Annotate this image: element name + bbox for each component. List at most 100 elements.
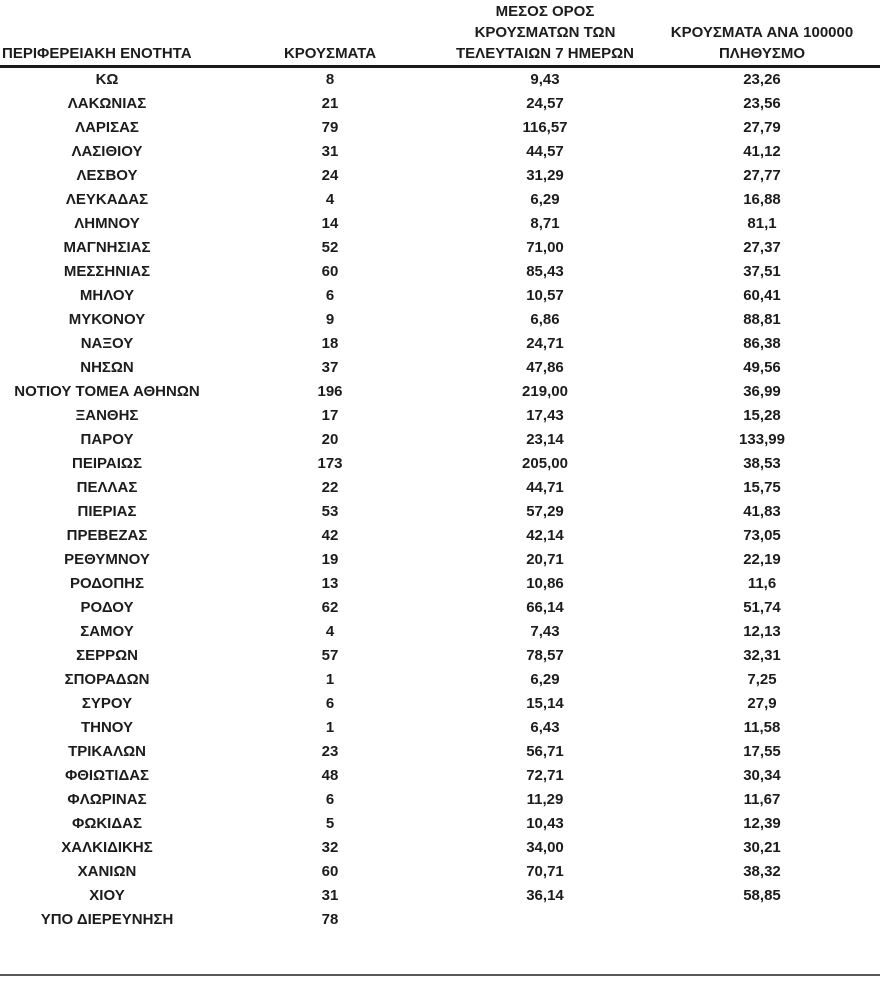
cell-cases: 9: [325, 311, 335, 328]
cell-region: ΜΥΚΟΝΟΥ: [68, 311, 146, 328]
cell-cases: 4: [325, 623, 335, 640]
cell-region: ΣΥΡΟΥ: [81, 695, 133, 712]
cell-per100k: 88,81: [743, 311, 781, 328]
cell-per100k: 16,88: [743, 191, 781, 208]
table-row: ΛΕΥΚΑΔΑΣ 4 6,29 16,88: [0, 188, 880, 212]
cell-avg7: 34,00: [526, 839, 564, 856]
cell-region: ΣΠΟΡΑΔΩΝ: [64, 671, 150, 688]
cell-region: ΝΑΞΟΥ: [80, 335, 134, 352]
cell-per100k: 27,9: [747, 695, 777, 712]
cell-avg7: 42,14: [526, 527, 564, 544]
cell-avg7: 56,71: [526, 743, 564, 760]
cell-region: ΧΑΛΚΙΔΙΚΗΣ: [61, 839, 153, 856]
cell-cases: 53: [321, 503, 339, 520]
table-row: ΚΩ 8 9,43 23,26: [0, 67, 880, 93]
cell-region: ΦΛΩΡΙΝΑΣ: [67, 791, 147, 808]
header-row: ΠΕΡΙΦΕΡΕΙΑΚΗ ΕΝΟΤΗΤΑ ΚΡΟΥΣΜΑΤΑ ΜΕΣΟΣ ΟΡΟ…: [0, 0, 880, 68]
cell-per100k: 23,56: [743, 95, 781, 112]
cell-per100k: 11,58: [743, 719, 781, 736]
cell-per100k: [644, 908, 880, 932]
cell-region: ΝΗΣΩΝ: [80, 359, 134, 376]
column-header-region-label: ΠΕΡΙΦΕΡΕΙΑΚΗ ΕΝΟΤΗΤΑ: [2, 45, 192, 62]
cell-region: ΠΡΕΒΕΖΑΣ: [66, 527, 148, 544]
cell-per100k: 133,99: [739, 431, 785, 448]
table-row: ΜΑΓΝΗΣΙΑΣ 52 71,00 27,37: [0, 236, 880, 260]
cell-cases: 32: [321, 839, 339, 856]
table-row: ΣΕΡΡΩΝ 57 78,57 32,31: [0, 644, 880, 668]
cell-region: ΛΑΣΙΘΙΟΥ: [71, 143, 143, 160]
cell-cases: 6: [325, 791, 335, 808]
table-row: ΜΗΛΟΥ 6 10,57 60,41: [0, 284, 880, 308]
table-row: ΥΠΟ ΔΙΕΡΕΥΝΗΣΗ 78: [0, 908, 880, 932]
cell-per100k: 30,34: [743, 767, 781, 784]
table-row: ΦΘΙΩΤΙΔΑΣ 48 72,71 30,34: [0, 764, 880, 788]
table-row: ΛΑΡΙΣΑΣ 79 116,57 27,79: [0, 116, 880, 140]
cell-region: ΣΕΡΡΩΝ: [76, 647, 138, 664]
cell-per100k: 15,75: [743, 479, 781, 496]
table-row: ΡΟΔΟΥ 62 66,14 51,74: [0, 596, 880, 620]
cell-avg7: 20,71: [526, 551, 564, 568]
cell-per100k: 32,31: [743, 647, 781, 664]
cell-per100k: 23,26: [743, 71, 781, 88]
table-row: ΣΑΜΟΥ 4 7,43 12,13: [0, 620, 880, 644]
table-row: ΜΥΚΟΝΟΥ 9 6,86 88,81: [0, 308, 880, 332]
cell-cases: 42: [321, 527, 339, 544]
cell-avg7: 85,43: [526, 263, 564, 280]
cell-region: ΛΑΡΙΣΑΣ: [75, 119, 139, 136]
cell-per100k: 58,85: [743, 887, 781, 904]
cell-region: ΞΑΝΘΗΣ: [75, 407, 139, 424]
cell-per100k: 60,41: [743, 287, 781, 304]
cell-avg7: 66,14: [526, 599, 564, 616]
cell-per100k: 17,55: [743, 743, 781, 760]
cell-avg7: 11,29: [526, 791, 564, 808]
cell-cases: 13: [321, 575, 339, 592]
cell-avg7: 6,29: [530, 671, 560, 688]
cell-region: ΣΑΜΟΥ: [80, 623, 134, 640]
cell-region: ΠΕΛΛΑΣ: [76, 479, 138, 496]
table-row: ΛΗΜΝΟΥ 14 8,71 81,1: [0, 212, 880, 236]
cell-per100k: 73,05: [743, 527, 781, 544]
table-body: ΚΩ 8 9,43 23,26 ΛΑΚΩΝΙΑΣ 21 24,57 23,56 ΛΑΡΙΣΑΣ 7…: [0, 67, 880, 933]
table-row: ΡΕΘΥΜΝΟΥ 19 20,71 22,19: [0, 548, 880, 572]
cell-avg7: 15,14: [526, 695, 564, 712]
cell-cases: 4: [325, 191, 335, 208]
cell-per100k: 15,28: [743, 407, 781, 424]
cell-region: ΛΑΚΩΝΙΑΣ: [67, 95, 147, 112]
cell-avg7: 6,86: [530, 311, 560, 328]
table-row: ΛΑΚΩΝΙΑΣ 21 24,57 23,56: [0, 92, 880, 116]
cell-region: ΧΑΝΙΩΝ: [77, 863, 137, 880]
column-header-per100k: ΚΡΟΥΣΜΑΤΑ ΑΝΑ 100000 ΠΛΗΘΥΣΜΟ: [644, 0, 880, 68]
cell-per100k: 11,67: [743, 791, 781, 808]
table-row: ΠΕΙΡΑΙΩΣ 173 205,00 38,53: [0, 452, 880, 476]
cell-avg7: 8,71: [530, 215, 560, 232]
column-header-cases: ΚΡΟΥΣΜΑΤΑ: [214, 0, 446, 68]
table-row: ΝΟΤΙΟΥ ΤΟΜΕΑ ΑΘΗΝΩΝ 196 219,00 36,99: [0, 380, 880, 404]
cell-per100k: 41,12: [743, 143, 781, 160]
column-header-avg7-line3: ΤΕΛΕΥΤΑΙΩΝ 7 ΗΜΕΡΩΝ: [456, 45, 634, 62]
table-row: ΞΑΝΘΗΣ 17 17,43 15,28: [0, 404, 880, 428]
table-row: ΜΕΣΣΗΝΙΑΣ 60 85,43 37,51: [0, 260, 880, 284]
cell-avg7: 57,29: [526, 503, 564, 520]
cell-cases: 57: [321, 647, 339, 664]
column-header-per100k-line1: ΚΡΟΥΣΜΑΤΑ ΑΝΑ 100000: [670, 24, 854, 41]
cell-cases: 20: [321, 431, 339, 448]
column-header-region: ΠΕΡΙΦΕΡΕΙΑΚΗ ΕΝΟΤΗΤΑ: [0, 0, 214, 68]
column-header-avg7-line1: ΜΕΣΟΣ ΟΡΟΣ: [495, 3, 595, 20]
cell-avg7: 116,57: [522, 119, 568, 136]
cell-cases: 37: [321, 359, 339, 376]
table-row: ΧΙΟΥ 31 36,14 58,85: [0, 884, 880, 908]
table-row: ΛΕΣΒΟΥ 24 31,29 27,77: [0, 164, 880, 188]
table-header: ΠΕΡΙΦΕΡΕΙΑΚΗ ΕΝΟΤΗΤΑ ΚΡΟΥΣΜΑΤΑ ΜΕΣΟΣ ΟΡΟ…: [0, 0, 880, 68]
cell-avg7: 72,71: [526, 767, 564, 784]
cell-per100k: 41,83: [743, 503, 781, 520]
cell-avg7: 7,43: [530, 623, 560, 640]
table-row: ΠΑΡΟΥ 20 23,14 133,99: [0, 428, 880, 452]
cell-avg7: 31,29: [526, 167, 564, 184]
cell-cases: 19: [321, 551, 339, 568]
cell-cases: 173: [317, 455, 343, 472]
cell-avg7: 24,71: [526, 335, 564, 352]
cell-avg7: 219,00: [522, 383, 568, 400]
cell-per100k: 49,56: [743, 359, 781, 376]
cell-avg7: 23,14: [526, 431, 564, 448]
cell-avg7: 78,57: [526, 647, 564, 664]
